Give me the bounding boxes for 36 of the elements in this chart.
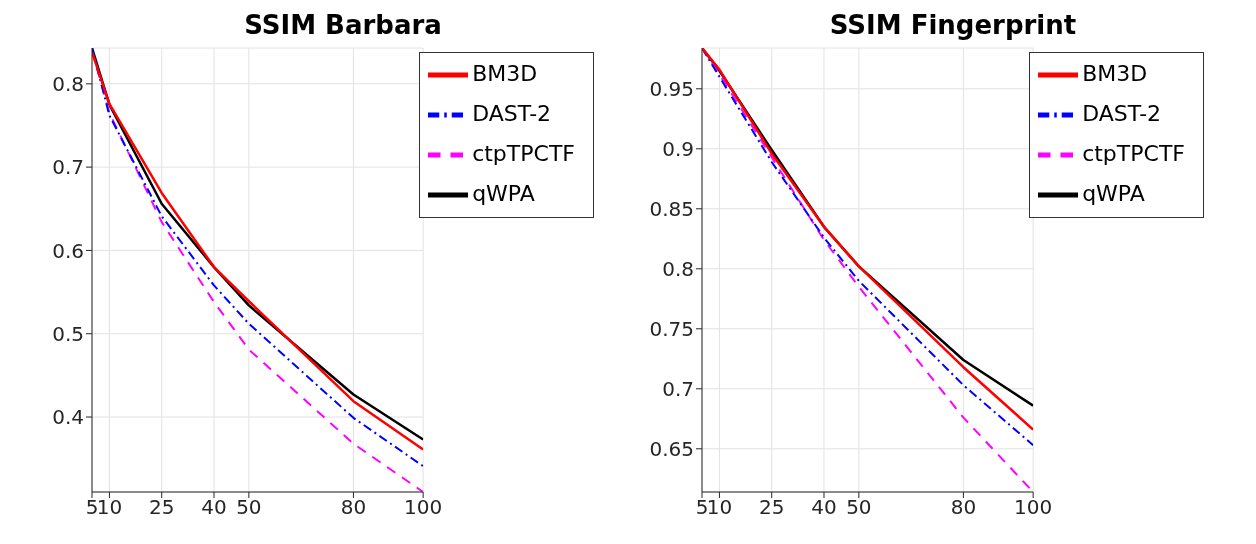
legend-label: DAST-2	[472, 101, 552, 126]
legend-label: qWPA	[1082, 181, 1145, 206]
y-tick-label: 0.4	[52, 405, 84, 430]
x-tick-label: 80	[340, 495, 367, 520]
y-tick-label: 0.75	[649, 316, 694, 341]
x-tick-label: 10	[706, 495, 733, 520]
x-tick-label: 25	[758, 495, 785, 520]
x-tick-label: 10	[96, 495, 123, 520]
y-tick-label: 0.95	[649, 76, 694, 101]
x-tick-label: 40	[201, 495, 227, 520]
y-tick-label: 0.85	[649, 196, 694, 221]
legend-label: BM3D	[1082, 61, 1148, 86]
x-tick-label: 50	[846, 495, 872, 520]
y-tick-label: 0.6	[52, 238, 84, 263]
legend-label: ctpTPCTF	[472, 141, 575, 166]
x-tick-label: 40	[811, 495, 837, 520]
x-tick-label: 80	[950, 495, 977, 520]
legend-label: ctpTPCTF	[1082, 141, 1185, 166]
y-tick-label: 0.7	[662, 376, 694, 401]
y-tick-label: 0.8	[52, 71, 84, 96]
chart-title: SSIM Barbara	[243, 9, 443, 42]
x-tick-label: 5	[695, 495, 709, 520]
y-tick-label: 0.8	[662, 256, 694, 281]
x-tick-label: 100	[404, 495, 443, 520]
legend-label: BM3D	[472, 61, 538, 86]
x-tick-label: 25	[148, 495, 175, 520]
y-tick-label: 0.5	[52, 321, 84, 346]
x-tick-label: 5	[85, 495, 99, 520]
legend-label: qWPA	[472, 181, 535, 206]
y-tick-label: 0.65	[649, 436, 694, 461]
y-tick-label: 0.7	[52, 155, 84, 180]
x-tick-label: 50	[236, 495, 262, 520]
x-tick-label: 100	[1014, 495, 1053, 520]
chart-title: SSIM Fingerprint	[828, 9, 1078, 42]
y-tick-label: 0.9	[662, 136, 694, 161]
legend-label: DAST-2	[1082, 101, 1162, 126]
